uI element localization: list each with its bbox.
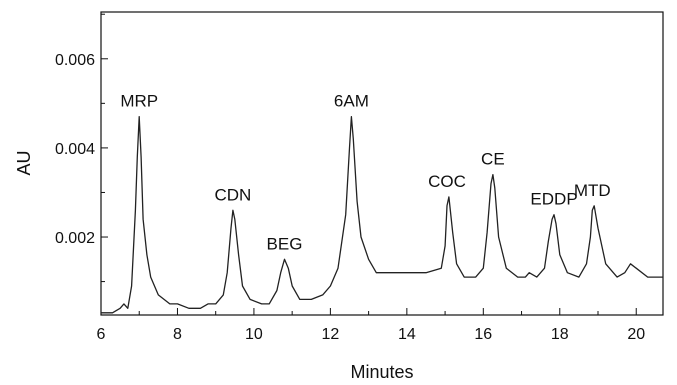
peak-label-cdn: CDN	[214, 185, 251, 204]
x-tick-label: 18	[551, 326, 569, 343]
x-tick-label: 8	[173, 326, 182, 343]
peak-label-coc: COC	[428, 172, 466, 191]
x-tick-label: 6	[97, 326, 106, 343]
peak-label-ce: CE	[481, 150, 505, 169]
y-tick-label: 0.004	[55, 141, 95, 158]
x-tick-label: 14	[398, 326, 416, 343]
peak-label-beg: BEG	[267, 234, 303, 253]
x-tick-label: 12	[321, 326, 339, 343]
x-tick-label: 20	[627, 326, 645, 343]
x-axis: 6 8 10 12 14 16 18 20	[97, 308, 645, 343]
y-axis-title: AU	[14, 150, 34, 175]
y-tick-label: 0.002	[55, 230, 95, 247]
y-tick-label: 0.006	[55, 52, 95, 69]
peak-label-6am: 6AM	[334, 92, 369, 111]
plot-frame	[100, 11, 664, 316]
y-axis: 0.002 0.004 0.006	[55, 13, 108, 283]
x-tick-label: 16	[474, 326, 492, 343]
peak-label-mrp: MRP	[120, 92, 158, 111]
x-tick-label: 10	[245, 326, 263, 343]
peak-label-mtd: MTD	[574, 181, 611, 200]
peak-label-eddp: EDDP	[530, 190, 577, 209]
chromatogram-trace	[101, 116, 663, 314]
x-axis-title: Minutes	[350, 362, 413, 382]
